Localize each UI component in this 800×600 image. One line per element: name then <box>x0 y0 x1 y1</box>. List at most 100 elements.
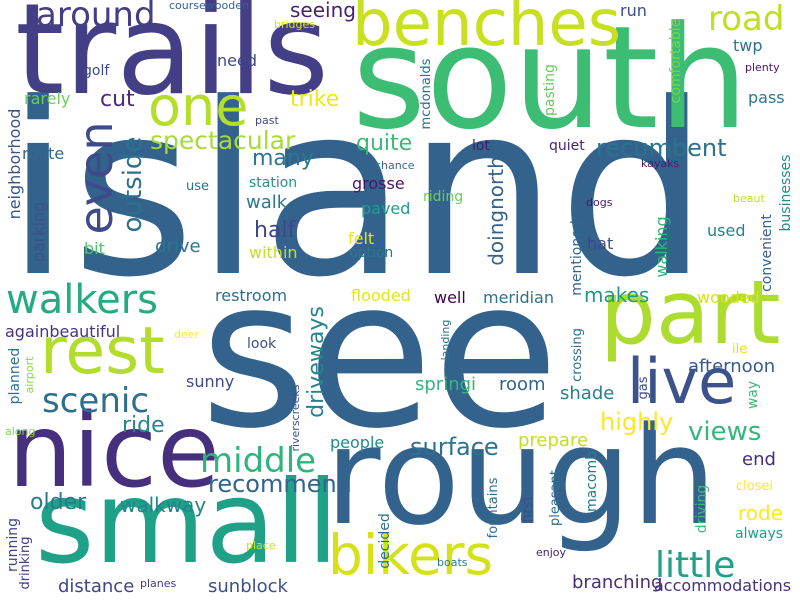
word-rough: rough <box>325 397 717 555</box>
word-convenient: convenient <box>759 214 775 292</box>
word-prepare: prepare <box>518 429 589 451</box>
word-trails: trails <box>15 0 330 123</box>
word-againbeautiful: againbeautiful <box>5 322 121 342</box>
word-mentioned: mentioned <box>569 220 585 296</box>
word-meridian: meridian <box>483 288 554 308</box>
word-people: people <box>330 433 385 453</box>
word-driveways: driveways <box>304 306 329 418</box>
word-branching: branching <box>572 571 663 593</box>
word-way: way <box>745 380 761 410</box>
word-riverscreeks: riverscreeks <box>289 384 302 452</box>
word-rode: rode <box>738 500 784 525</box>
word-macomb: macomb <box>584 450 600 512</box>
word-dogs: dogs <box>586 195 613 209</box>
word-sunblock: sunblock <box>208 575 288 597</box>
word-comfortable: comfortable <box>668 18 684 104</box>
word-deer: deer <box>174 327 200 341</box>
word-little: little <box>655 544 736 586</box>
word-highly: highly <box>600 408 674 437</box>
word-chance: chance <box>375 158 415 172</box>
word-use: use <box>186 179 210 195</box>
word-room: room <box>499 373 546 395</box>
word-crossing: crossing <box>570 328 585 382</box>
word-middle: middle <box>200 440 317 481</box>
word-planes: planes <box>140 576 177 590</box>
word-pasting: pasting <box>542 64 558 116</box>
word-plenty: plenty <box>745 60 780 74</box>
word-option: option <box>349 245 394 262</box>
word-gas: gas <box>636 376 651 400</box>
word-surface: surface <box>410 433 499 462</box>
word-around: around <box>36 0 156 35</box>
word-riding: riding <box>423 189 464 206</box>
word-first: first <box>520 495 536 523</box>
word-nice: nice <box>8 391 220 511</box>
word-spectacular: spectacular <box>150 126 296 155</box>
word-hat: hat <box>587 234 614 254</box>
word-parking: parking <box>29 201 48 263</box>
word-mcdonalds: mcdonalds <box>419 58 434 130</box>
word-walk: walk <box>246 191 288 213</box>
word-part: part <box>600 261 781 365</box>
word-recommend: recommend <box>208 470 352 499</box>
word-trike: trike <box>290 87 340 113</box>
word-always: always <box>735 526 784 543</box>
word-restroom: restroom <box>215 286 288 306</box>
word-quite: quite <box>356 131 413 157</box>
word-afternoon: afternoon <box>688 355 776 377</box>
word-walkers: walkers <box>6 277 158 324</box>
word-half: half <box>254 218 296 244</box>
word-distance: distance <box>58 575 135 597</box>
word-neighborhood: neighborhood <box>5 108 24 220</box>
word-need: need <box>217 51 257 71</box>
word-drinking: drinking <box>18 536 33 590</box>
word-paved: paved <box>361 199 411 219</box>
word-seeing: seeing <box>290 0 356 22</box>
word-grosse: grosse <box>352 174 405 194</box>
word-station: station <box>249 175 298 192</box>
word-past: past <box>255 113 279 127</box>
word-walkway: walkway <box>120 492 207 517</box>
word-closei: closei <box>736 479 774 495</box>
word-driving: driving <box>694 484 710 534</box>
word-older: older <box>30 490 87 516</box>
word-small: small <box>35 456 339 590</box>
word-shade: shade <box>560 382 615 404</box>
word-look: look <box>247 336 277 353</box>
word-ile: ile <box>732 342 748 358</box>
word-bit: bit <box>84 239 105 259</box>
word-road: road <box>708 0 785 39</box>
word-well: well <box>434 288 466 308</box>
word-quiet: quiet <box>549 138 585 155</box>
word-cut: cut <box>100 87 135 113</box>
word-fountains: fountains <box>486 477 501 539</box>
word-one: one <box>148 74 249 138</box>
word-bikers: bikers <box>328 523 494 588</box>
word-lot: lot <box>472 138 490 155</box>
word-golf: golf <box>83 63 110 80</box>
word-benches: benches <box>352 0 622 62</box>
word-pass: pass <box>748 88 785 108</box>
word-ride: ride <box>122 413 165 439</box>
word-felt: felt <box>348 229 375 249</box>
word-airport: airport <box>23 356 36 394</box>
word-even: even <box>69 121 123 235</box>
word-walking: walking <box>652 216 671 278</box>
word-drive: drive <box>155 235 201 257</box>
word-island: island <box>5 53 710 331</box>
word-rest: rest <box>40 314 165 390</box>
word-views: views <box>688 416 762 447</box>
word-landing: landing <box>439 319 452 361</box>
word-businesses: businesses <box>778 154 794 232</box>
word-springi: springi <box>415 373 477 395</box>
word-bridges: bridges <box>274 17 316 31</box>
word-within: within <box>249 243 298 263</box>
word-end: end <box>742 448 776 470</box>
word-along: along <box>5 424 36 438</box>
word-run: run <box>620 1 647 21</box>
word-see: see <box>200 236 560 475</box>
word-twp: twp <box>733 36 763 56</box>
word-place: place <box>246 538 276 552</box>
word-rarely: rarely <box>24 89 71 109</box>
